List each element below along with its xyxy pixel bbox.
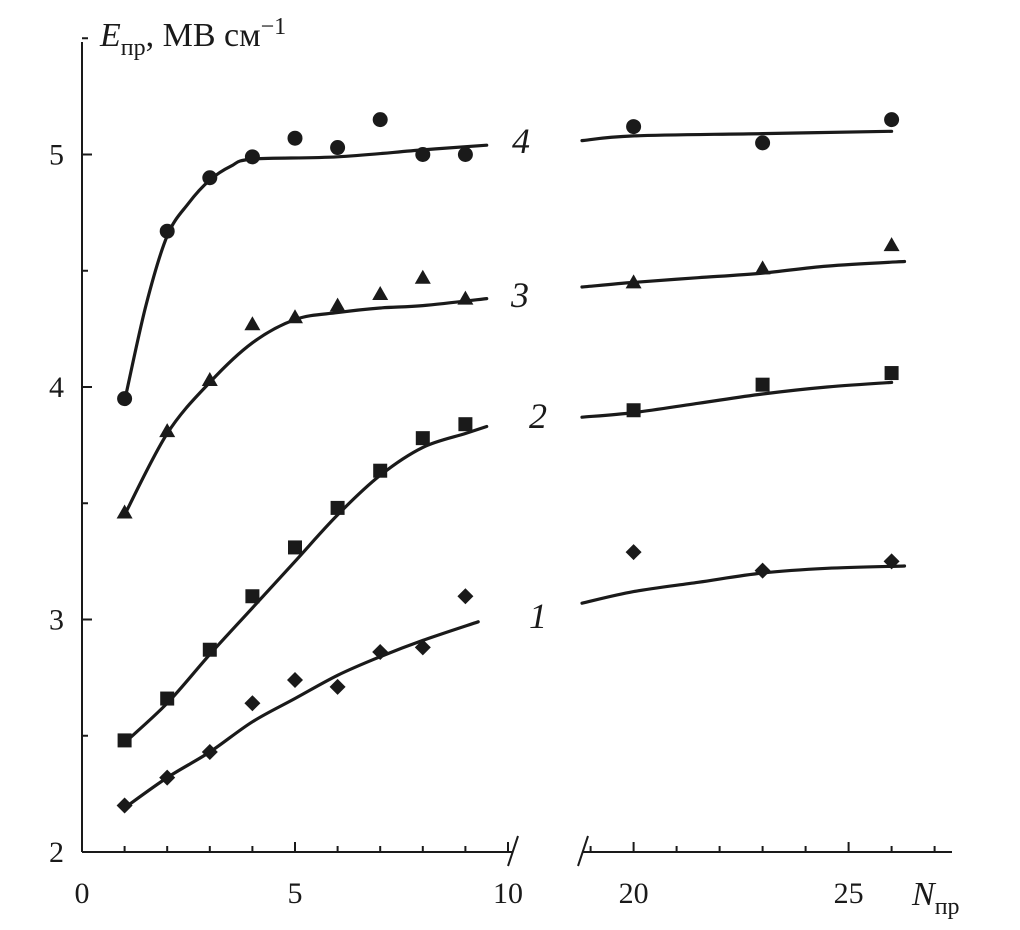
data-point-series-1	[883, 553, 900, 570]
curve-labels: 1 2 3 4	[510, 121, 547, 636]
x-tick-label: 10	[493, 877, 523, 910]
data-point-series-1	[457, 588, 474, 605]
y-axis-title-superscript: −1	[261, 14, 287, 40]
data-point-series-2	[330, 500, 345, 515]
data-point-series-1	[414, 639, 431, 656]
data-point-series-1	[329, 678, 346, 695]
data-point-series-1	[159, 769, 176, 786]
data-point-series-2	[117, 733, 132, 748]
y-axis-title: Eпр, МВ см−1	[99, 14, 286, 61]
data-point-series-2	[884, 366, 899, 381]
data-point-series-1	[201, 744, 218, 761]
data-point-series-1	[372, 644, 389, 661]
data-point-series-3	[159, 423, 176, 438]
data-point-series-2	[288, 540, 302, 555]
data-point-series-2	[373, 463, 388, 478]
x-axis-title: Nпр	[911, 876, 960, 920]
data-point-series-4	[457, 147, 473, 162]
data-point-series-4	[626, 119, 642, 135]
data-point-series-3	[457, 290, 474, 305]
data-point-series-1	[244, 695, 261, 712]
y-tick-label: 4	[49, 371, 64, 404]
data-point-series-4	[884, 112, 900, 128]
data-point-series-4	[202, 170, 218, 186]
data-point-series-2	[415, 431, 430, 446]
y-axis-title-subscript: пр	[121, 35, 146, 61]
data-point-series-2	[202, 642, 217, 657]
data-point-series-1	[287, 671, 303, 688]
axis-break-mark-right	[577, 835, 589, 867]
x-tick-label: 25	[834, 877, 864, 910]
x-axis-title-symbol: N	[911, 876, 937, 913]
data-point-series-2	[626, 403, 641, 418]
fit-curve-series-2-part-1	[123, 424, 489, 745]
y-tick-label: 5	[49, 139, 64, 172]
data-point-series-2	[245, 589, 260, 604]
axis-break-mark-left	[507, 835, 519, 867]
data-point-series-3	[625, 274, 642, 289]
data-point-series-4	[244, 149, 260, 165]
x-tick-label: 5	[288, 877, 303, 910]
data-point-series-4	[287, 130, 303, 146]
data-point-series-3	[754, 260, 771, 275]
data-point-series-4	[159, 223, 175, 239]
curve-label-1: 1	[529, 596, 547, 636]
data-point-series-1	[625, 544, 642, 561]
fit-curve-series-4-part-1	[123, 143, 489, 403]
data-point-series-3	[414, 269, 431, 284]
fit-curve-series-1-part-2	[580, 564, 907, 605]
y-tick-label: 2	[49, 836, 64, 869]
data-point-series-4	[372, 112, 388, 128]
x-axis-title-subscript: пр	[935, 894, 960, 920]
data-markers	[116, 112, 900, 814]
data-point-series-3	[372, 286, 389, 300]
fit-curves	[123, 129, 907, 810]
data-point-series-1	[754, 562, 771, 579]
y-axis-title-unit: , МВ см	[146, 17, 261, 54]
data-point-series-3	[883, 237, 900, 252]
y-tick-label: 3	[49, 604, 64, 637]
data-point-series-2	[160, 691, 175, 706]
data-point-series-2	[755, 377, 770, 392]
data-point-series-3	[116, 504, 133, 519]
fit-curve-series-1-part-1	[123, 620, 480, 810]
data-point-series-4	[415, 147, 431, 162]
fit-curve-series-4-part-2	[580, 129, 894, 143]
data-point-series-4	[755, 135, 771, 151]
data-point-series-3	[329, 297, 346, 312]
x-tick-label: 0	[75, 877, 90, 910]
curve-label-3: 3	[510, 275, 529, 315]
data-point-series-4	[330, 140, 346, 156]
x-tick-label: 20	[619, 877, 649, 910]
fit-curve-series-3-part-1	[123, 297, 489, 517]
y-axis-title-symbol: E	[99, 17, 121, 54]
data-point-series-3	[244, 316, 261, 331]
data-point-series-2	[458, 417, 473, 432]
data-point-series-4	[117, 391, 133, 407]
data-point-series-3	[201, 372, 218, 387]
data-point-series-1	[116, 797, 133, 814]
curve-label-4: 4	[512, 121, 530, 161]
data-point-series-3	[287, 309, 303, 324]
curve-label-2: 2	[529, 396, 547, 436]
